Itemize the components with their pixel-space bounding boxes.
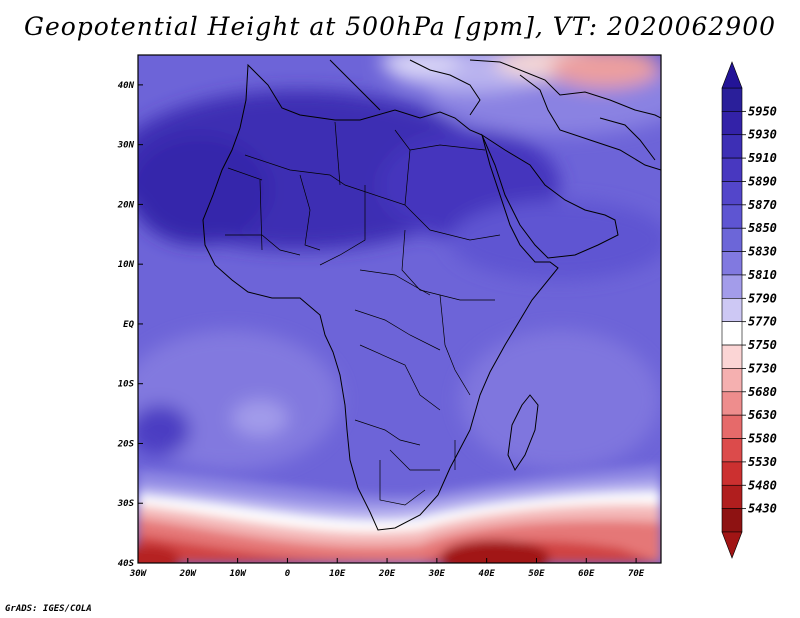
lat-tick-label: 20N [117, 200, 135, 210]
colorbar-swatch [721, 414, 743, 439]
colorbar-swatch [721, 484, 743, 509]
longitude-ticks: 30W 20W 10W 0 10E 20E 30E 40E 50E 60E 70E [129, 558, 645, 579]
lon-tick-label: 30E [428, 569, 446, 579]
colorbar-label: 5930 [748, 128, 777, 142]
map-title: Geopotential Height at 500hPa [gpm], VT:… [23, 12, 777, 41]
lon-tick-label: 10W [229, 569, 247, 579]
colorbar-swatch [721, 461, 743, 486]
lat-tick-label: 20S [117, 439, 135, 449]
colorbar-swatch [721, 391, 743, 416]
colorbar: 5950 5930 5910 5890 5870 5850 5830 5810 5790 5770… [721, 61, 777, 559]
colorbar-swatch [721, 181, 743, 206]
colorbar-label: 5750 [748, 338, 777, 352]
colorbar-label: 5630 [748, 408, 777, 422]
lon-tick-label: 60E [578, 569, 595, 579]
lon-tick-label: 10E [329, 569, 346, 579]
colorbar-swatch [721, 344, 743, 369]
colorbar-swatch [721, 111, 743, 136]
colorbar-label: 5850 [748, 221, 777, 235]
colorbar-label: 5810 [748, 268, 777, 282]
lon-tick-label: 20W [179, 569, 198, 579]
lat-tick-label: EQ [123, 320, 134, 330]
colorbar-label: 5480 [748, 478, 777, 492]
lat-tick-label: 10N [118, 260, 135, 270]
lat-tick-label: 40S [118, 559, 135, 569]
latitude-ticks: 40N 30N 20N 10N EQ 10S 20S 30S 40S [117, 81, 143, 569]
lat-tick-label: 30N [117, 141, 135, 151]
colorbar-label: 5580 [748, 432, 777, 446]
lat-tick-label: 30S [117, 499, 135, 509]
lon-tick-label: 0 [285, 569, 291, 579]
colorbar-swatch [721, 227, 743, 252]
colorbar-swatch [721, 274, 743, 299]
lat-tick-label: 10S [118, 380, 135, 390]
colorbar-swatch [721, 204, 743, 229]
colorbar-label: 5730 [748, 361, 777, 375]
colorbar-top-arrow [721, 61, 743, 89]
colorbar-label: 5790 [748, 291, 777, 305]
height-field [138, 55, 661, 563]
colorbar-swatch [721, 87, 743, 112]
footer-credit: GrADS: IGES/COLA [5, 604, 92, 614]
lon-tick-label: 50E [528, 569, 545, 579]
lon-tick-label: 70E [628, 569, 645, 579]
colorbar-swatch [721, 298, 743, 322]
lon-tick-label: 20E [378, 569, 396, 579]
colorbar-swatch [721, 508, 743, 533]
colorbar-swatch [721, 251, 743, 276]
colorbar-label: 5910 [748, 151, 777, 165]
colorbar-label: 5950 [748, 104, 777, 118]
colorbar-swatch [721, 157, 743, 182]
lon-tick-label: 40E [479, 569, 496, 579]
coastlines [202, 59, 661, 531]
colorbar-swatch [721, 134, 743, 159]
colorbar-label: 5770 [748, 315, 777, 329]
colorbar-swatch [721, 321, 743, 346]
colorbar-label: 5890 [748, 174, 777, 188]
colorbar-label: 5680 [748, 385, 777, 399]
colorbar-label: 5830 [748, 245, 777, 259]
lat-tick-label: 40N [118, 81, 135, 91]
colorbar-label: 5870 [748, 198, 777, 212]
map-frame [137, 54, 662, 564]
colorbar-bottom-arrow [721, 531, 743, 559]
lon-tick-label: 30W [129, 569, 148, 579]
colorbar-swatch [721, 438, 743, 463]
colorbar-label: 5530 [748, 455, 777, 469]
country-borders [225, 121, 501, 506]
colorbar-label: 5430 [748, 502, 777, 516]
colorbar-swatch [721, 368, 743, 393]
